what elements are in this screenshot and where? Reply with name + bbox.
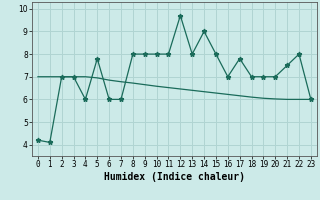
X-axis label: Humidex (Indice chaleur): Humidex (Indice chaleur) — [104, 172, 245, 182]
